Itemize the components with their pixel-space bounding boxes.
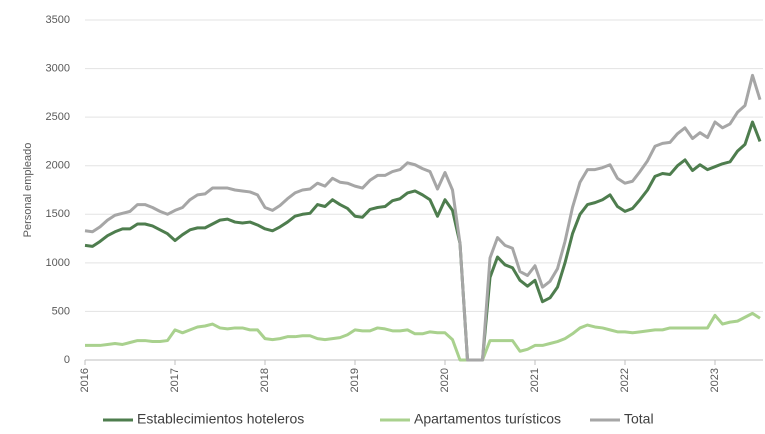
- legend-label: Establecimientos hoteleros: [137, 411, 304, 427]
- x-tick-label: 2023: [709, 368, 721, 392]
- y-tick-label: 3500: [46, 14, 70, 26]
- legend-label: Apartamentos turísticos: [414, 411, 561, 427]
- legend-label: Total: [624, 411, 654, 427]
- y-tick-label: 0: [64, 354, 70, 366]
- y-tick-label: 500: [52, 305, 70, 317]
- x-tick-label: 2022: [619, 368, 631, 392]
- y-tick-label: 1500: [46, 208, 70, 220]
- series-line: [85, 311, 761, 362]
- y-tick-label: 1000: [46, 257, 70, 269]
- x-tick-label: 2018: [259, 368, 271, 392]
- x-tick-label: 2019: [349, 368, 361, 392]
- x-tick-label: 2020: [439, 368, 451, 392]
- series-line: [84, 73, 762, 362]
- y-axis-label: Personal empleado: [22, 143, 34, 238]
- x-tick-label: 2017: [169, 368, 181, 392]
- x-tick-label: 2021: [529, 368, 541, 392]
- series-line: [84, 120, 762, 362]
- x-tick-label: 2016: [79, 368, 91, 392]
- y-tick-label: 2000: [46, 160, 70, 172]
- y-tick-label: 3000: [46, 62, 70, 74]
- y-tick-label: 2500: [46, 111, 70, 123]
